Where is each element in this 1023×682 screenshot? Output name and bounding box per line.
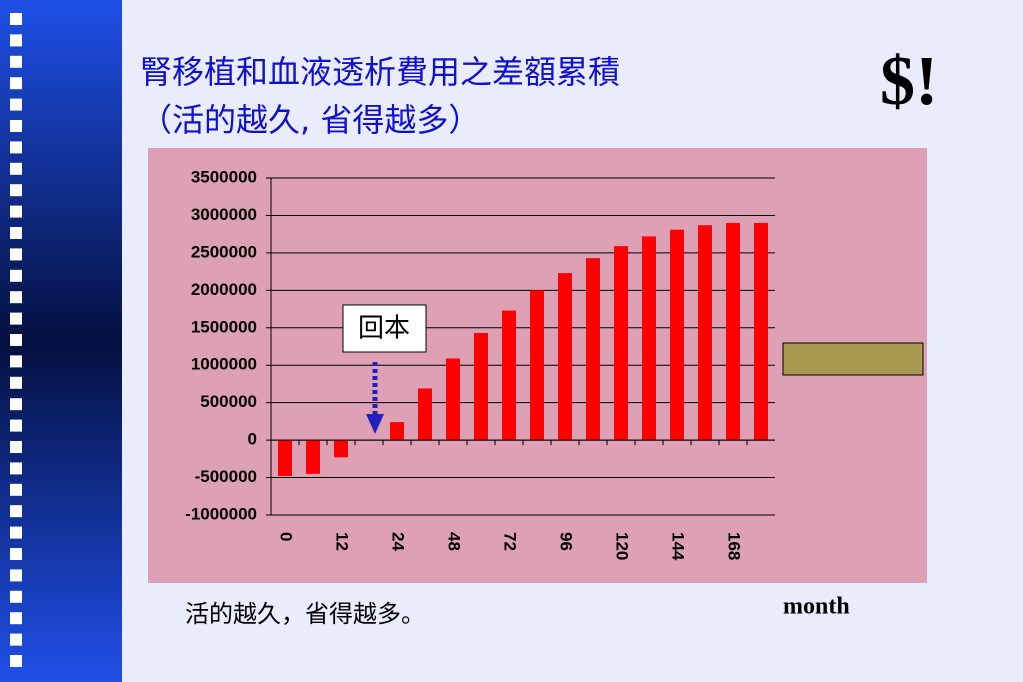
title: 腎移植和血液透析費用之差額累積 — [140, 53, 620, 91]
x-tick-label: 120 — [613, 532, 632, 560]
bar — [726, 222, 740, 441]
square — [10, 184, 22, 197]
square — [10, 548, 22, 560]
bar — [530, 290, 544, 441]
y-tick-label: 2500000 — [191, 242, 257, 261]
square — [10, 483, 22, 496]
y-tick-label: 0 — [248, 430, 257, 449]
square — [10, 655, 22, 667]
bar — [306, 440, 320, 474]
square — [10, 526, 22, 539]
square — [10, 227, 22, 239]
bar — [670, 229, 684, 441]
square — [10, 505, 22, 518]
y-tick-label: 3500000 — [191, 167, 257, 186]
bar — [754, 222, 768, 441]
bar — [558, 273, 572, 441]
y-tick-label: 500000 — [200, 392, 257, 411]
x-tick-label: 144 — [669, 532, 688, 561]
y-tick-label: 1000000 — [191, 355, 257, 374]
x-tick-label: 168 — [725, 532, 744, 560]
bar — [446, 358, 460, 441]
square — [10, 419, 22, 432]
bar — [502, 310, 516, 441]
y-tick-label: -1000000 — [185, 504, 257, 523]
bar — [418, 388, 432, 441]
square — [10, 77, 22, 90]
square — [10, 162, 22, 175]
square — [10, 398, 22, 411]
square — [10, 291, 22, 304]
bar — [698, 225, 712, 441]
square — [10, 13, 22, 25]
bar — [614, 246, 628, 441]
square — [10, 98, 22, 111]
x-tick-label: 24 — [389, 532, 408, 551]
y-tick-label: 2000000 — [191, 280, 257, 299]
bar — [334, 440, 348, 458]
square — [10, 120, 22, 132]
square — [10, 248, 22, 261]
square — [10, 612, 22, 625]
bar — [474, 333, 488, 441]
square — [10, 55, 22, 68]
square — [10, 441, 22, 453]
arrow-head — [366, 414, 384, 434]
annotation-box — [342, 304, 427, 353]
square — [10, 334, 22, 346]
square — [10, 205, 22, 218]
x-tick-label: 0 — [277, 532, 296, 541]
square — [10, 355, 22, 368]
x-tick-label: 96 — [557, 532, 576, 551]
annotation: 回本 — [358, 314, 410, 344]
y-tick-label: -500000 — [195, 467, 257, 486]
square — [10, 569, 22, 582]
bar — [390, 422, 404, 441]
square — [10, 141, 22, 154]
x-axis-label: month — [783, 594, 850, 620]
y-tick-label: 1500000 — [191, 317, 257, 336]
square — [10, 312, 22, 325]
plot: -1000000 -500000 0 500000 1000000 1500000 2000… — [185, 167, 903, 560]
square-column — [10, 13, 22, 667]
square — [10, 34, 22, 47]
bar — [586, 258, 600, 441]
x-tick-label: 48 — [445, 532, 464, 551]
x-tick-label: 72 — [501, 532, 520, 551]
square — [10, 590, 22, 603]
subtitle: （活的越久, 省得越多） — [140, 101, 480, 139]
bar — [278, 440, 292, 477]
y-tick-label: 3000000 — [191, 205, 257, 224]
legend-box — [782, 342, 924, 376]
square — [10, 462, 22, 475]
square — [10, 269, 22, 282]
square — [10, 633, 22, 646]
x-tick-label: 12 — [333, 532, 352, 551]
bar — [642, 236, 656, 441]
corner-text: $! — [880, 43, 938, 120]
caption: 活的越久，省得越多。 — [185, 600, 425, 628]
square — [10, 376, 22, 389]
